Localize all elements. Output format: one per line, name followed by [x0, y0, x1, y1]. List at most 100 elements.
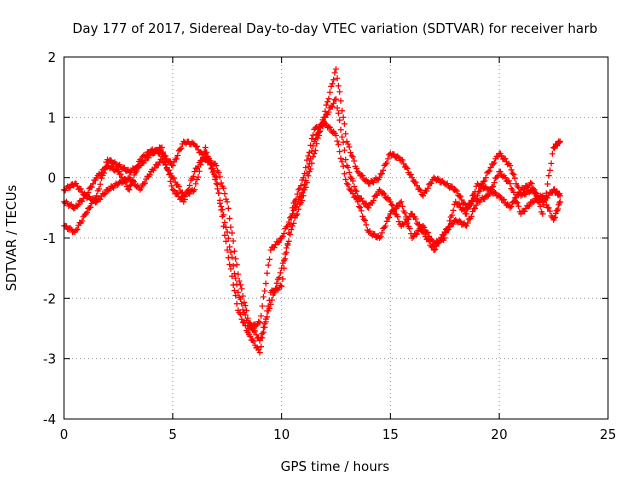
trace-marker: [253, 331, 260, 338]
trace-marker: [378, 229, 385, 236]
trace-marker: [329, 103, 336, 110]
trace-marker: [490, 161, 497, 168]
trace-marker: [464, 219, 471, 226]
trace-marker: [227, 249, 234, 256]
trace-marker: [324, 98, 331, 105]
data-point: [169, 186, 176, 193]
trace-marker: [262, 280, 269, 287]
trace-marker: [340, 163, 347, 170]
trace-marker: [150, 150, 157, 157]
trace-marker: [92, 195, 99, 202]
trace-marker: [450, 207, 457, 214]
trace-marker: [162, 159, 169, 166]
trace-marker: [186, 182, 193, 189]
trace-marker: [509, 170, 516, 177]
trace-marker: [290, 220, 297, 227]
trace-marker: [233, 300, 240, 307]
trace-marker: [302, 164, 309, 171]
trace-marker: [530, 185, 537, 192]
trace-marker: [556, 139, 563, 146]
data-point: [376, 174, 383, 181]
x-tick-label: 10: [273, 428, 290, 443]
trace-marker: [181, 196, 188, 203]
trace-marker: [218, 206, 225, 213]
data-point: [333, 66, 339, 73]
trace-marker: [515, 203, 522, 210]
x-tick-label: 15: [382, 428, 399, 443]
data-point: [507, 204, 514, 211]
trace-marker: [468, 197, 475, 204]
trace-marker: [279, 260, 286, 267]
trace-marker: [221, 190, 228, 197]
data-point: [126, 186, 133, 193]
trace-marker: [359, 213, 366, 220]
trace-marker: [456, 217, 463, 224]
data-point: [158, 156, 165, 163]
data-point: [322, 108, 329, 115]
trace-marker: [537, 203, 544, 210]
trace-marker: [290, 207, 297, 214]
data-point: [289, 210, 296, 217]
trace-marker: [74, 226, 81, 233]
trace-marker: [353, 165, 360, 172]
trace-marker: [347, 149, 354, 156]
trace-marker: [288, 214, 295, 221]
data-point: [202, 144, 209, 151]
trace-marker: [232, 292, 239, 299]
trace-marker: [226, 243, 233, 250]
trace-marker: [283, 223, 290, 230]
trace-marker: [198, 157, 205, 164]
trace-marker: [177, 146, 184, 153]
trace-marker: [423, 188, 430, 195]
trace-marker: [231, 287, 238, 294]
trace-marker: [421, 224, 428, 231]
trace-marker: [299, 197, 306, 204]
trace-marker: [166, 171, 173, 178]
trace-marker: [87, 204, 94, 211]
trace-marker: [219, 213, 226, 220]
trace-marker: [548, 160, 555, 167]
trace-marker: [140, 180, 147, 187]
trace-marker: [551, 214, 558, 221]
trace-marker: [342, 156, 349, 163]
trace-marker: [312, 136, 319, 143]
trace-marker: [526, 202, 533, 209]
data-point: [507, 180, 514, 187]
data-point: [235, 271, 242, 278]
trace-marker: [164, 167, 171, 174]
trace-marker: [233, 281, 240, 288]
y-tick-label: -4: [43, 413, 56, 428]
trace-marker: [265, 303, 272, 310]
trace-marker: [487, 186, 494, 193]
trace-marker: [469, 208, 476, 215]
trace-marker: [220, 223, 227, 230]
trace-marker: [258, 312, 265, 319]
trace-marker: [349, 190, 356, 197]
trace-marker: [233, 261, 240, 268]
trace-marker: [540, 202, 547, 209]
trace-marker: [171, 187, 178, 194]
trace-marker: [273, 280, 280, 287]
trace-marker: [260, 293, 267, 300]
trace-marker: [382, 223, 389, 230]
trace-marker: [330, 100, 337, 107]
trace-marker: [461, 207, 468, 214]
trace-marker: [154, 148, 161, 155]
trace-marker: [262, 316, 269, 323]
trace-marker: [502, 174, 509, 181]
data-point: [213, 174, 220, 181]
trace-marker: [303, 157, 310, 164]
trace-marker: [337, 97, 344, 104]
trace-marker: [544, 180, 551, 187]
trace-marker: [522, 191, 529, 198]
trace-marker: [252, 328, 259, 335]
trace-marker: [326, 124, 333, 131]
trace-marker: [97, 181, 104, 188]
trace-marker: [336, 88, 343, 95]
trace-marker: [407, 171, 414, 178]
trace-marker: [363, 200, 370, 207]
trace-marker: [102, 164, 109, 171]
trace-marker: [340, 139, 347, 146]
trace-marker: [388, 201, 395, 208]
trace-marker: [413, 230, 420, 237]
